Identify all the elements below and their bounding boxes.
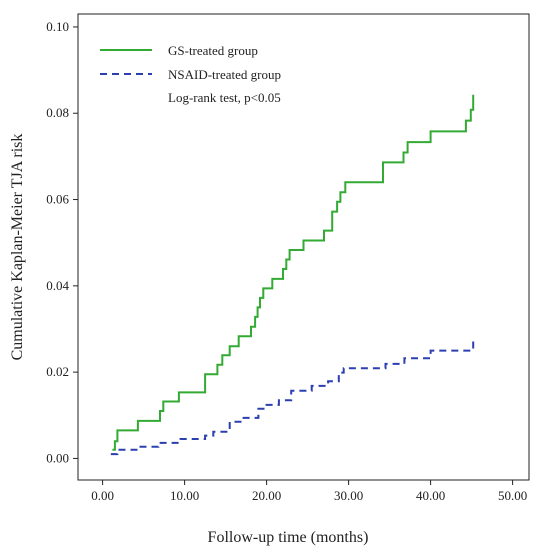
- logrank-note: Log-rank test, p<0.05: [168, 90, 281, 105]
- y-tick-label: 0.08: [46, 105, 69, 120]
- x-tick-label: 40.00: [416, 488, 445, 503]
- plot-frame: [77, 13, 530, 481]
- legend: GS-treated group NSAID-treated group Log…: [100, 43, 281, 105]
- series-lines: [110, 94, 475, 456]
- y-tick-label: 0.06: [46, 192, 69, 207]
- x-tick-label: 50.00: [498, 488, 527, 503]
- x-axis: 0.00 10.00 20.00 30.00 40.00 50.00: [91, 480, 527, 503]
- series-line-gs: [112, 94, 475, 451]
- legend-label-gs: GS-treated group: [168, 43, 258, 58]
- x-tick-label: 0.00: [91, 488, 114, 503]
- x-tick-label: 30.00: [334, 488, 363, 503]
- x-tick-label: 10.00: [170, 488, 199, 503]
- x-tick-label: 20.00: [252, 488, 281, 503]
- y-tick-label: 0.10: [46, 19, 69, 34]
- y-tick-label: 0.00: [46, 450, 69, 465]
- y-tick-label: 0.04: [46, 278, 69, 293]
- series-line-nsaid: [110, 339, 475, 456]
- x-axis-title: Follow-up time (months): [208, 529, 369, 546]
- y-tick-label: 0.02: [46, 364, 69, 379]
- legend-label-nsaid: NSAID-treated group: [168, 67, 281, 82]
- y-axis: 0.00 0.02 0.04 0.06 0.08 0.10: [46, 19, 78, 465]
- y-axis-title: Cumulative Kaplan-Meier TJA risk: [9, 134, 26, 361]
